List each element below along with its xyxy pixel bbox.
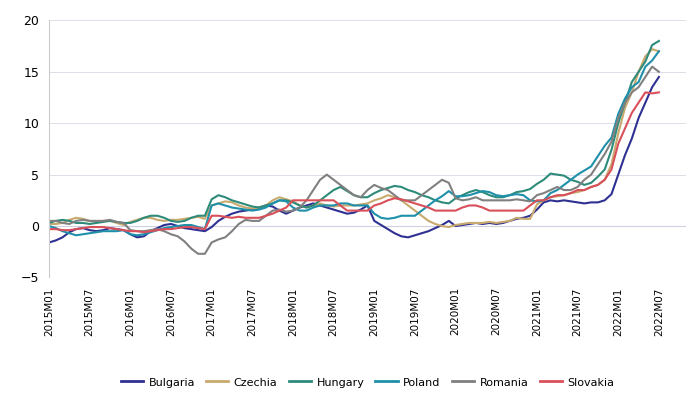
Hungary [207, 197, 216, 202]
Hungary [194, 213, 202, 218]
Line: Bulgaria: Bulgaria [49, 77, 659, 242]
Romania [654, 69, 663, 74]
Slovakia [194, 226, 202, 231]
Bulgaria [119, 228, 127, 233]
Hungary [641, 59, 650, 64]
Poland [207, 203, 216, 208]
Czechia [648, 47, 657, 52]
Slovakia [207, 213, 216, 218]
Slovakia [648, 91, 657, 96]
Poland [45, 224, 53, 228]
Line: Romania: Romania [49, 67, 659, 254]
Romania [641, 75, 650, 80]
Line: Poland: Poland [49, 51, 659, 235]
Slovakia [566, 191, 575, 195]
Czechia [187, 215, 195, 220]
Slovakia [119, 228, 127, 233]
Bulgaria [634, 115, 643, 120]
Romania [566, 188, 575, 193]
Hungary [85, 222, 94, 226]
Romania [404, 198, 412, 203]
Line: Hungary: Hungary [49, 41, 659, 224]
Poland [654, 49, 663, 54]
Slovakia [45, 227, 53, 232]
Czechia [444, 225, 453, 230]
Slovakia [140, 230, 148, 235]
Bulgaria [45, 240, 53, 245]
Romania [119, 220, 127, 225]
Bulgaria [641, 100, 650, 105]
Bulgaria [201, 229, 209, 234]
Czechia [654, 49, 663, 54]
Hungary [566, 177, 575, 182]
Slovakia [404, 199, 412, 204]
Hungary [126, 220, 134, 225]
Poland [566, 177, 575, 182]
Romania [648, 64, 657, 69]
Bulgaria [654, 75, 663, 80]
Slovakia [654, 90, 663, 95]
Poland [194, 225, 202, 230]
Romania [194, 251, 202, 256]
Legend: Bulgaria, Czechia, Hungary, Poland, Romania, Slovakia: Bulgaria, Czechia, Hungary, Poland, Roma… [116, 373, 619, 392]
Poland [126, 232, 134, 237]
Bulgaria [187, 227, 195, 232]
Line: Czechia: Czechia [49, 49, 659, 227]
Czechia [201, 216, 209, 221]
Bulgaria [560, 198, 568, 203]
Romania [207, 240, 216, 245]
Hungary [648, 42, 657, 47]
Line: Slovakia: Slovakia [49, 92, 659, 232]
Poland [641, 64, 650, 69]
Hungary [654, 38, 663, 43]
Romania [187, 246, 195, 251]
Czechia [641, 54, 650, 59]
Poland [648, 58, 657, 63]
Poland [72, 233, 80, 238]
Slovakia [641, 90, 650, 95]
Romania [45, 218, 53, 223]
Czechia [566, 191, 575, 195]
Hungary [45, 220, 53, 225]
Czechia [45, 222, 53, 226]
Czechia [397, 198, 405, 203]
Czechia [119, 222, 127, 227]
